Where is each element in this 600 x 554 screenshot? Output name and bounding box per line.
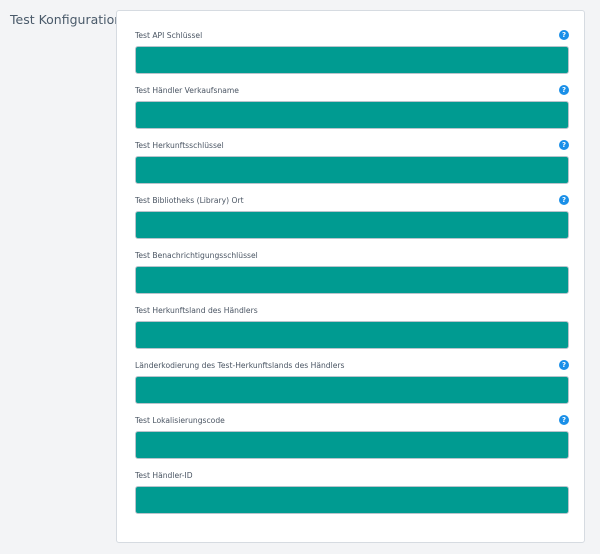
field-label: Test Lokalisierungscode [135, 416, 225, 425]
field-api-key: Test API Schlüssel ? [135, 30, 569, 81]
locale-code-input[interactable] [135, 431, 569, 459]
library-location-input[interactable] [135, 211, 569, 239]
help-icon[interactable]: ? [559, 85, 569, 95]
help-icon[interactable]: ? [559, 415, 569, 425]
field-label: Test Händler Verkaufsname [135, 86, 239, 95]
field-notification-key: Test Benachrichtigungsschlüssel [135, 251, 569, 301]
api-key-input[interactable] [135, 46, 569, 74]
field-merchant-sales-name: Test Händler Verkaufsname ? [135, 85, 569, 136]
field-label: Test API Schlüssel [135, 31, 203, 40]
field-library-location: Test Bibliotheks (Library) Ort ? [135, 195, 569, 246]
merchant-id-input[interactable] [135, 486, 569, 514]
field-merchant-origin-country: Test Herkunftsland des Händlers [135, 306, 569, 356]
field-origin-country-code: Länderkodierung des Test-Herkunftslands … [135, 360, 569, 411]
help-icon[interactable]: ? [559, 140, 569, 150]
help-icon[interactable]: ? [559, 30, 569, 40]
field-label: Test Herkunftsland des Händlers [135, 306, 258, 315]
field-origin-key: Test Herkunftsschlüssel ? [135, 140, 569, 191]
field-label: Test Händler-ID [135, 471, 193, 480]
origin-key-input[interactable] [135, 156, 569, 184]
field-label: Test Benachrichtigungsschlüssel [135, 251, 258, 260]
merchant-sales-name-input[interactable] [135, 101, 569, 129]
field-label: Länderkodierung des Test-Herkunftslands … [135, 361, 345, 370]
origin-country-code-input[interactable] [135, 376, 569, 404]
field-label: Test Bibliotheks (Library) Ort [135, 196, 244, 205]
field-locale-code: Test Lokalisierungscode ? [135, 415, 569, 466]
help-icon[interactable]: ? [559, 360, 569, 370]
section-title: Test Konfiguration [10, 12, 123, 27]
help-icon[interactable]: ? [559, 195, 569, 205]
configuration-panel: Test API Schlüssel ? Test Händler Verkau… [116, 10, 585, 543]
merchant-origin-country-input[interactable] [135, 321, 569, 349]
notification-key-input[interactable] [135, 266, 569, 294]
field-label: Test Herkunftsschlüssel [135, 141, 224, 150]
field-merchant-id: Test Händler-ID [135, 471, 569, 521]
